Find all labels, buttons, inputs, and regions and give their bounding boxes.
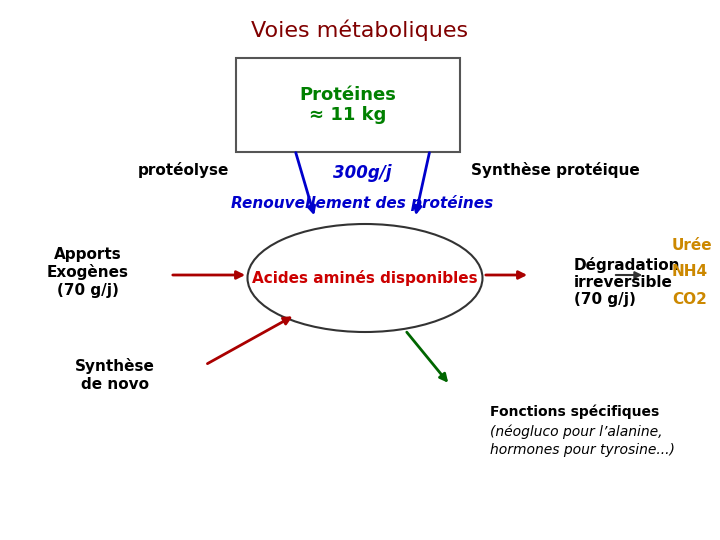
Text: Synthèse
de novo: Synthèse de novo [75, 359, 155, 392]
Text: Apports
Exogènes
(70 g/j): Apports Exogènes (70 g/j) [47, 246, 129, 298]
Text: Synthèse protéique: Synthèse protéique [471, 162, 639, 178]
Ellipse shape [248, 224, 482, 332]
Text: (néogluco pour l’alanine,: (néogluco pour l’alanine, [490, 425, 662, 439]
FancyBboxPatch shape [236, 58, 460, 152]
Text: NH4: NH4 [672, 265, 708, 280]
Text: 300g/j: 300g/j [333, 164, 391, 182]
Text: Protéines
≈ 11 kg: Protéines ≈ 11 kg [300, 86, 397, 124]
Text: Acides aminés disponibles: Acides aminés disponibles [252, 270, 478, 286]
Text: CO2: CO2 [672, 292, 707, 307]
Text: Voies métaboliques: Voies métaboliques [251, 19, 469, 40]
Text: hormones pour tyrosine...): hormones pour tyrosine...) [490, 443, 675, 457]
Text: Dégradation
irreversible
(70 g/j): Dégradation irreversible (70 g/j) [574, 256, 680, 307]
Text: Fonctions spécifiques: Fonctions spécifiques [490, 405, 660, 419]
Text: Renouvellement des protéines: Renouvellement des protéines [231, 195, 493, 211]
Text: Urée: Urée [672, 238, 713, 253]
Text: protéolyse: protéolyse [138, 162, 229, 178]
